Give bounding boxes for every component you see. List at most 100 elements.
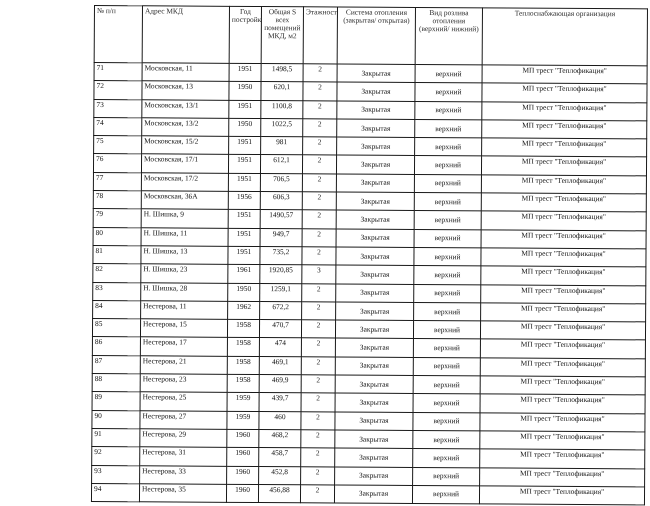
cell-supplier: МП трест "Теплофикация" (480, 375, 646, 396)
cell-address: Н. Шишка, 9 (141, 209, 229, 228)
cell-year: 1958 (227, 319, 260, 338)
cell-heating-system: Закрытая (334, 448, 413, 467)
cell-area: 456,88 (258, 484, 301, 503)
cell-distribution: верхний (413, 338, 481, 358)
cell-distribution: верхний (413, 284, 481, 303)
cell-floors: 2 (302, 191, 337, 211)
cell-year: 1960 (226, 465, 259, 485)
cell-area: 1920,85 (259, 264, 302, 284)
header-supplier: Теплоснабжающая организация (482, 7, 648, 66)
cell-distribution: верхний (412, 448, 480, 468)
header-area: Общая S всех помещений МКД, м2 (261, 6, 304, 64)
cell-address: Нестерова, 21 (140, 355, 228, 375)
cell-supplier: МП трест "Теплофикация" (481, 83, 648, 103)
cell-floors: 2 (302, 173, 337, 193)
cell-distribution: верхний (414, 155, 482, 175)
cell-area: 452,8 (258, 466, 301, 485)
cell-address: Московская, 15/2 (141, 135, 229, 155)
cell-area: 468,2 (258, 429, 301, 449)
cell-floors: 2 (300, 448, 335, 467)
cell-address: Нестерова, 29 (139, 428, 227, 448)
cell-supplier: МП трест "Теплофикация" (481, 211, 647, 231)
cell-year: 1961 (227, 264, 260, 284)
cell-row-number: 74 (93, 117, 142, 136)
cell-row-number: 81 (92, 245, 142, 265)
cell-area: 981 (260, 136, 303, 156)
cell-row-number: 88 (92, 373, 141, 393)
cell-address: Н. Шишка, 23 (140, 264, 228, 283)
cell-row-number: 73 (93, 99, 142, 118)
cell-year: 1950 (227, 282, 260, 302)
cell-address: Московская, 36А (141, 190, 229, 210)
cell-distribution: верхний (414, 137, 482, 157)
cell-address: Нестерова, 25 (140, 392, 228, 411)
header-floors: Этажность (303, 6, 338, 64)
cell-heating-system: Закрытая (335, 375, 414, 394)
cell-supplier: МП трест "Теплофикация" (480, 284, 646, 304)
cell-heating-system: Закрытая (336, 173, 415, 193)
cell-floors: 2 (301, 319, 336, 339)
cell-heating-system: Закрытая (336, 192, 415, 211)
cell-floors: 2 (301, 374, 336, 394)
cell-row-number: 89 (92, 391, 141, 411)
cell-distribution: верхний (414, 119, 482, 139)
cell-heating-system: Закрытая (334, 429, 413, 449)
cell-floors: 2 (300, 484, 335, 504)
cell-heating-system: Закрытая (337, 63, 416, 83)
cell-floors: 2 (302, 118, 337, 138)
cell-distribution: верхний (414, 229, 482, 248)
cell-year: 1959 (226, 410, 260, 430)
cell-year: 1960 (226, 484, 259, 503)
cell-heating-system: Закрытая (335, 393, 414, 413)
cell-heating-system: Закрытая (335, 246, 415, 266)
cell-address: Московская, 17/2 (141, 172, 229, 192)
cell-row-number: 87 (92, 355, 141, 374)
cell-year: 1951 (228, 227, 261, 247)
cell-supplier: МП трест "Теплофикация" (480, 321, 646, 341)
cell-row-number: 76 (93, 153, 142, 173)
cell-floors: 2 (302, 155, 337, 174)
cell-heating-system: Закрытая (336, 82, 416, 102)
cell-area: 735,2 (259, 246, 303, 266)
cell-floors: 2 (302, 136, 337, 156)
cell-distribution: верхний (414, 82, 483, 102)
cell-area: 439,7 (259, 392, 302, 412)
cell-heating-system: Закрытая (334, 484, 413, 504)
cell-row-number: 72 (93, 80, 143, 100)
cell-address: Нестерова, 11 (140, 300, 228, 320)
cell-row-number: 85 (92, 318, 141, 338)
cell-row-number: 78 (93, 190, 142, 210)
cell-address: Московская, 17/1 (141, 154, 229, 174)
cell-address: Московская, 11 (142, 62, 230, 82)
cell-distribution: верхний (414, 101, 482, 120)
cell-heating-system: Закрытая (336, 155, 415, 175)
cell-floors: 2 (301, 393, 336, 412)
cell-address: Н. Шишка, 13 (140, 245, 229, 265)
cell-supplier: МП трест "Теплофикация" (481, 192, 647, 213)
cell-area: 706,5 (260, 173, 303, 192)
cell-area: 606,3 (260, 191, 303, 211)
cell-row-number: 94 (91, 483, 140, 502)
cell-supplier: МП трест "Теплофикация" (481, 174, 647, 194)
cell-address: Нестерова, 31 (139, 447, 227, 466)
cell-distribution: верхний (413, 265, 481, 285)
cell-row-number: 91 (91, 428, 140, 448)
cell-heating-system: Закрытая (335, 338, 414, 358)
cell-distribution: верхний (412, 412, 481, 431)
cell-year: 1958 (227, 337, 260, 357)
cell-distribution: верхний (413, 247, 482, 267)
cell-distribution: верхний (413, 393, 481, 413)
housing-table: № п/п Адрес МКД Год постройки Общая S вс… (91, 5, 648, 505)
cell-area: 469,9 (259, 374, 302, 394)
cell-floors: 2 (302, 100, 337, 119)
cell-address: Нестерова, 15 (140, 318, 228, 338)
cell-row-number: 93 (91, 465, 140, 484)
cell-address: Московская, 13 (141, 81, 230, 100)
cell-address: Нестерова, 23 (140, 373, 228, 393)
cell-floors: 2 (300, 429, 335, 449)
cell-supplier: МП трест "Теплофикация" (480, 302, 646, 323)
cell-supplier: МП трест "Теплофикация" (480, 394, 646, 414)
cell-distribution: верхний (414, 192, 482, 212)
cell-year: 1958 (227, 356, 260, 375)
cell-distribution: верхний (412, 466, 480, 486)
